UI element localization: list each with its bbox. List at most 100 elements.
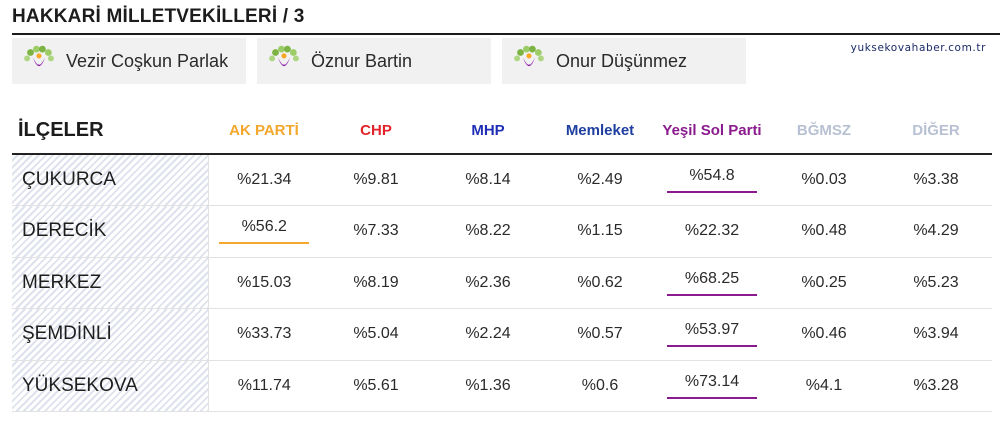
vote-cell: %15.03 <box>208 257 320 309</box>
vote-cell: %8.22 <box>432 205 544 258</box>
vote-share: %1.15 <box>577 222 623 240</box>
vote-share: %2.36 <box>465 273 511 291</box>
vote-share: %11.74 <box>237 376 291 394</box>
table-row: ÇUKURCA %21.34 %9.81 %8.14 %2.49 %54.8 %0.03 %3… <box>12 154 992 206</box>
vote-share: %5.23 <box>913 273 959 291</box>
vote-share: %33.73 <box>237 325 292 343</box>
winning-vote-cell: %68.25 <box>656 257 768 309</box>
vote-share: %4.1 <box>805 376 843 394</box>
title-divider <box>12 33 1000 35</box>
vote-share: %0.6 <box>581 376 619 394</box>
vote-cell: %7.33 <box>320 205 432 258</box>
vote-share: %2.24 <box>465 325 511 343</box>
vote-share: %0.62 <box>577 273 623 291</box>
vote-cell: %1.36 <box>432 360 544 412</box>
vote-share: %56.2 <box>219 218 310 245</box>
vote-share: %0.46 <box>801 325 847 343</box>
party-logo-icon <box>514 45 544 67</box>
party-column-header: Memleket <box>544 108 656 155</box>
candidate-name: Onur Düşünmez <box>556 50 688 71</box>
vote-share: %9.81 <box>353 171 399 188</box>
candidate-name: Vezir Coşkun Parlak <box>66 50 229 71</box>
vote-cell: %2.49 <box>544 154 656 206</box>
party-column-header: CHP <box>320 108 432 155</box>
vote-share: %3.94 <box>913 325 959 343</box>
vote-share: %5.04 <box>353 325 399 343</box>
party-logo-icon <box>24 45 54 67</box>
vote-cell: %11.74 <box>208 360 320 412</box>
vote-cell: %0.03 <box>768 154 880 206</box>
table-row: DERECİK %56.2 %7.33 %8.22 %1.15 %22.32 %0.48 %4… <box>12 205 992 258</box>
vote-cell: %3.38 <box>880 154 992 206</box>
winning-vote-cell: %56.2 <box>208 205 320 258</box>
candidate-card: Öznur Bartin <box>257 38 491 84</box>
winning-vote-cell: %54.8 <box>656 154 768 206</box>
district-name: MERKEZ <box>12 257 209 309</box>
vote-share: %5.61 <box>353 376 399 394</box>
vote-cell: %1.15 <box>544 205 656 258</box>
vote-share: %0.48 <box>801 222 847 240</box>
party-logo-icon <box>269 45 299 67</box>
vote-cell: %33.73 <box>208 308 320 361</box>
table-body: ÇUKURCA %21.34 %9.81 %8.14 %2.49 %54.8 %0.03 %3… <box>12 154 992 412</box>
table-row: ŞEMDİNLİ %33.73 %5.04 %2.24 %0.57 %53.97 %0.46… <box>12 308 992 361</box>
vote-cell: %0.62 <box>544 257 656 309</box>
vote-share: %4.29 <box>913 222 959 240</box>
vote-cell: %22.32 <box>656 205 768 258</box>
vote-share: %54.8 <box>667 167 757 193</box>
source-link[interactable]: yuksekovahaber.com.tr <box>850 42 986 54</box>
vote-cell: %4.29 <box>880 205 992 258</box>
winning-vote-cell: %73.14 <box>656 360 768 412</box>
vote-cell: %0.25 <box>768 257 880 309</box>
vote-share: %8.22 <box>465 222 511 240</box>
party-column-header: AK PARTİ <box>208 108 320 155</box>
party-column-header: Yeşil Sol Parti <box>656 108 768 155</box>
table-header-row: İLÇELER AK PARTİ CHP MHP Memleket Yeşil … <box>12 108 992 155</box>
vote-cell: %2.36 <box>432 257 544 309</box>
vote-share: %8.14 <box>465 171 511 188</box>
vote-cell: %3.28 <box>880 360 992 412</box>
district-name: ÇUKURCA <box>12 154 209 206</box>
vote-share: %53.97 <box>667 321 757 348</box>
vote-share: %7.33 <box>353 222 399 240</box>
vote-share: %2.49 <box>577 171 623 188</box>
district-name: YÜKSEKOVA <box>12 360 209 412</box>
district-column-header: İLÇELER <box>12 108 208 155</box>
vote-share: %21.34 <box>237 171 292 188</box>
party-column-header: BĞMSZ <box>768 108 880 155</box>
district-name: ŞEMDİNLİ <box>12 308 209 361</box>
vote-cell: %5.04 <box>320 308 432 361</box>
vote-cell: %0.48 <box>768 205 880 258</box>
vote-share: %0.57 <box>577 325 623 343</box>
vote-share: %15.03 <box>237 273 292 291</box>
candidate-card: Onur Düşünmez <box>502 38 746 84</box>
vote-cell: %5.61 <box>320 360 432 412</box>
vote-share: %8.19 <box>353 273 399 291</box>
candidate-name: Öznur Bartin <box>311 50 413 71</box>
vote-cell: %0.6 <box>544 360 656 412</box>
vote-cell: %8.19 <box>320 257 432 309</box>
vote-cell: %8.14 <box>432 154 544 206</box>
vote-cell: %5.23 <box>880 257 992 309</box>
vote-share: %0.25 <box>801 273 847 291</box>
vote-share: %68.25 <box>667 270 757 296</box>
vote-share: %22.32 <box>684 222 740 240</box>
winning-vote-cell: %53.97 <box>656 308 768 361</box>
vote-cell: %3.94 <box>880 308 992 361</box>
vote-cell: %2.24 <box>432 308 544 361</box>
vote-share: %0.03 <box>801 171 847 188</box>
district-name: DERECİK <box>12 205 209 258</box>
results-table: İLÇELER AK PARTİ CHP MHP Memleket Yeşil … <box>12 108 992 412</box>
vote-share: %3.38 <box>913 171 959 188</box>
page-title: HAKKARİ MİLLETVEKİLLERİ / 3 <box>12 6 305 27</box>
party-column-header: DİĞER <box>880 108 992 155</box>
vote-share: %73.14 <box>667 373 757 399</box>
vote-cell: %4.1 <box>768 360 880 412</box>
vote-share: %1.36 <box>465 376 511 394</box>
vote-cell: %0.46 <box>768 308 880 361</box>
vote-cell: %0.57 <box>544 308 656 361</box>
vote-cell: %9.81 <box>320 154 432 206</box>
vote-cell: %21.34 <box>208 154 320 206</box>
candidate-card: Vezir Coşkun Parlak <box>12 38 246 84</box>
table-row: MERKEZ %15.03 %8.19 %2.36 %0.62 %68.25 %0.25 %5… <box>12 257 992 309</box>
